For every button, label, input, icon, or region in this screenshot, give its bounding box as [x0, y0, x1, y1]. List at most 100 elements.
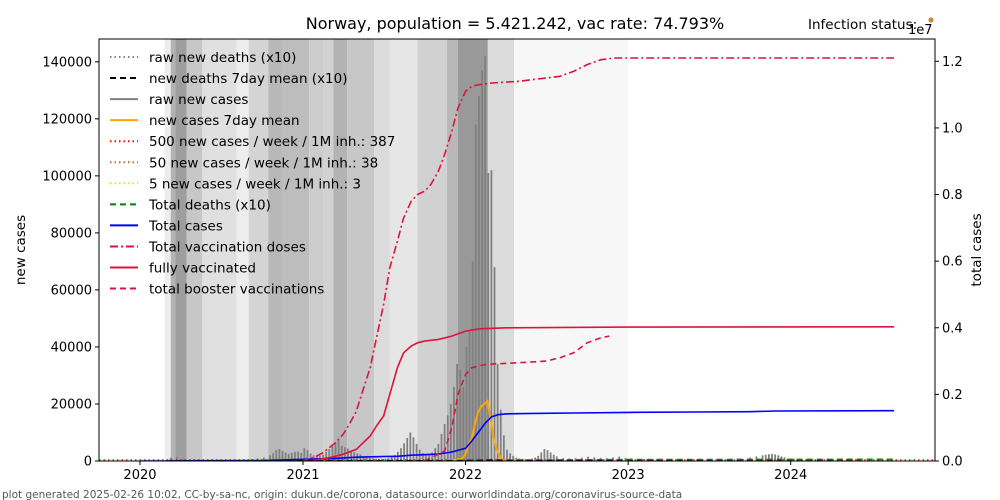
bar-raw-new-cases: [176, 456, 178, 461]
bar-raw-new-cases: [328, 449, 331, 461]
bar-raw-new-cases: [546, 450, 549, 461]
bar-raw-new-cases: [593, 457, 596, 461]
bar-raw-new-cases: [281, 450, 284, 461]
bar-raw-new-cases: [587, 456, 589, 461]
bar-raw-new-cases: [771, 453, 773, 461]
status-band: [309, 39, 324, 461]
bar-raw-new-cases: [440, 433, 443, 461]
series-line-new-cases-7day-mean: [446, 399, 512, 461]
bar-raw-new-cases: [543, 449, 546, 461]
bar-raw-new-cases: [443, 423, 446, 461]
status-band: [417, 39, 447, 461]
bar-raw-new-cases: [478, 96, 480, 461]
bar-raw-new-cases: [331, 446, 334, 461]
bar-raw-new-cases: [465, 346, 468, 461]
legend-label: new deaths 7day mean (x10): [149, 71, 348, 87]
bar-raw-new-cases: [437, 443, 440, 461]
bar-raw-new-cases: [421, 453, 424, 461]
bar-raw-new-cases: [312, 455, 315, 461]
left-axis-tick-label: 100000: [42, 169, 92, 184]
legend-label: fully vaccinated: [149, 261, 256, 277]
bar-raw-new-cases: [484, 56, 487, 461]
series-line-total-vaccination-doses: [300, 57, 894, 461]
bar-raw-new-cases: [764, 454, 767, 461]
bar-raw-new-cases: [309, 453, 312, 461]
right-axis-label: total cases: [969, 213, 985, 286]
status-band: [374, 39, 390, 461]
bar-raw-new-cases: [294, 451, 296, 461]
status-band: [282, 39, 310, 461]
bar-raw-new-cases: [182, 458, 185, 461]
legend-label: 50 new cases / week / 1M inh.: 38: [149, 155, 378, 171]
status-band: [236, 39, 249, 461]
bar-raw-new-cases: [387, 458, 390, 461]
right-axis-tick-label: 0.2: [942, 388, 963, 403]
bar-raw-new-cases: [624, 457, 627, 461]
bar-raw-new-cases: [272, 453, 275, 461]
bar-raw-new-cases: [340, 445, 343, 461]
bar-raw-new-cases: [384, 458, 387, 461]
bar-raw-new-cases: [755, 456, 758, 461]
bar-raw-new-cases: [297, 451, 299, 461]
infection-status-label: Infection status:: [808, 17, 917, 33]
bar-raw-new-cases: [269, 455, 271, 461]
bar-raw-new-cases: [290, 452, 293, 461]
bar-raw-new-cases: [425, 454, 427, 461]
x-axis-tick-label: 2023: [612, 468, 645, 483]
bar-raw-new-cases: [300, 453, 303, 461]
legend-label: Total vaccination doses: [148, 239, 306, 255]
status-band: [333, 39, 348, 461]
left-axis-label: new cases: [13, 215, 29, 285]
legend-label: Total cases: [148, 218, 223, 234]
bar-raw-new-cases: [515, 457, 518, 461]
bar-raw-new-cases: [400, 448, 402, 461]
bar-raw-new-cases: [555, 456, 558, 461]
bar-raw-new-cases: [459, 369, 462, 461]
bar-raw-new-cases: [783, 457, 786, 461]
bar-raw-new-cases: [275, 450, 278, 461]
series-line-total-booster-vaccinations: [424, 335, 610, 461]
left-axis-tick-label: 40000: [51, 340, 92, 355]
chart-title: Norway, population = 5.421.242, vac rate…: [306, 14, 725, 33]
left-axis-tick-label: 140000: [42, 55, 92, 70]
status-band: [446, 39, 458, 461]
bar-raw-new-cases: [777, 455, 780, 461]
left-axis-tick-label: 20000: [51, 397, 92, 412]
bar-raw-new-cases: [487, 173, 490, 461]
bar-raw-new-cases: [524, 459, 527, 461]
x-axis-tick-label: 2022: [449, 468, 482, 483]
left-axis-tick-label: 0: [84, 455, 92, 470]
x-axis-tick-label: 2024: [774, 468, 807, 483]
status-band: [202, 39, 237, 461]
bar-raw-new-cases: [612, 457, 614, 461]
left-axis-tick-label: 80000: [51, 226, 92, 241]
bar-raw-new-cases: [428, 453, 430, 461]
bar-raw-new-cases: [303, 448, 306, 461]
bar-raw-new-cases: [347, 448, 349, 461]
right-axis-tick-label: 0.4: [942, 321, 963, 336]
bar-raw-new-cases: [372, 458, 374, 461]
bar-raw-new-cases: [655, 459, 658, 461]
right-axis-tick-label: 0.0: [942, 455, 963, 470]
bar-raw-new-cases: [390, 456, 393, 461]
bar-raw-new-cases: [481, 70, 483, 461]
bar-raw-new-cases: [512, 455, 515, 461]
bar-raw-new-cases: [375, 458, 377, 461]
legend-label: new cases 7day mean: [149, 113, 300, 129]
bar-raw-new-cases: [540, 452, 543, 461]
bar-raw-new-cases: [490, 170, 493, 461]
bar-raw-new-cases: [468, 329, 471, 461]
bar-raw-new-cases: [462, 386, 465, 461]
bar-raw-new-cases: [409, 432, 412, 461]
status-band: [248, 39, 269, 461]
status-band: [186, 39, 203, 461]
bar-raw-new-cases: [534, 457, 536, 461]
bar-raw-new-cases: [403, 443, 405, 461]
status-band: [323, 39, 334, 461]
bar-raw-new-cases: [415, 443, 418, 461]
bar-raw-new-cases: [350, 450, 352, 461]
status-band: [268, 39, 283, 461]
status-band: [347, 39, 375, 461]
status-band: [514, 39, 628, 461]
